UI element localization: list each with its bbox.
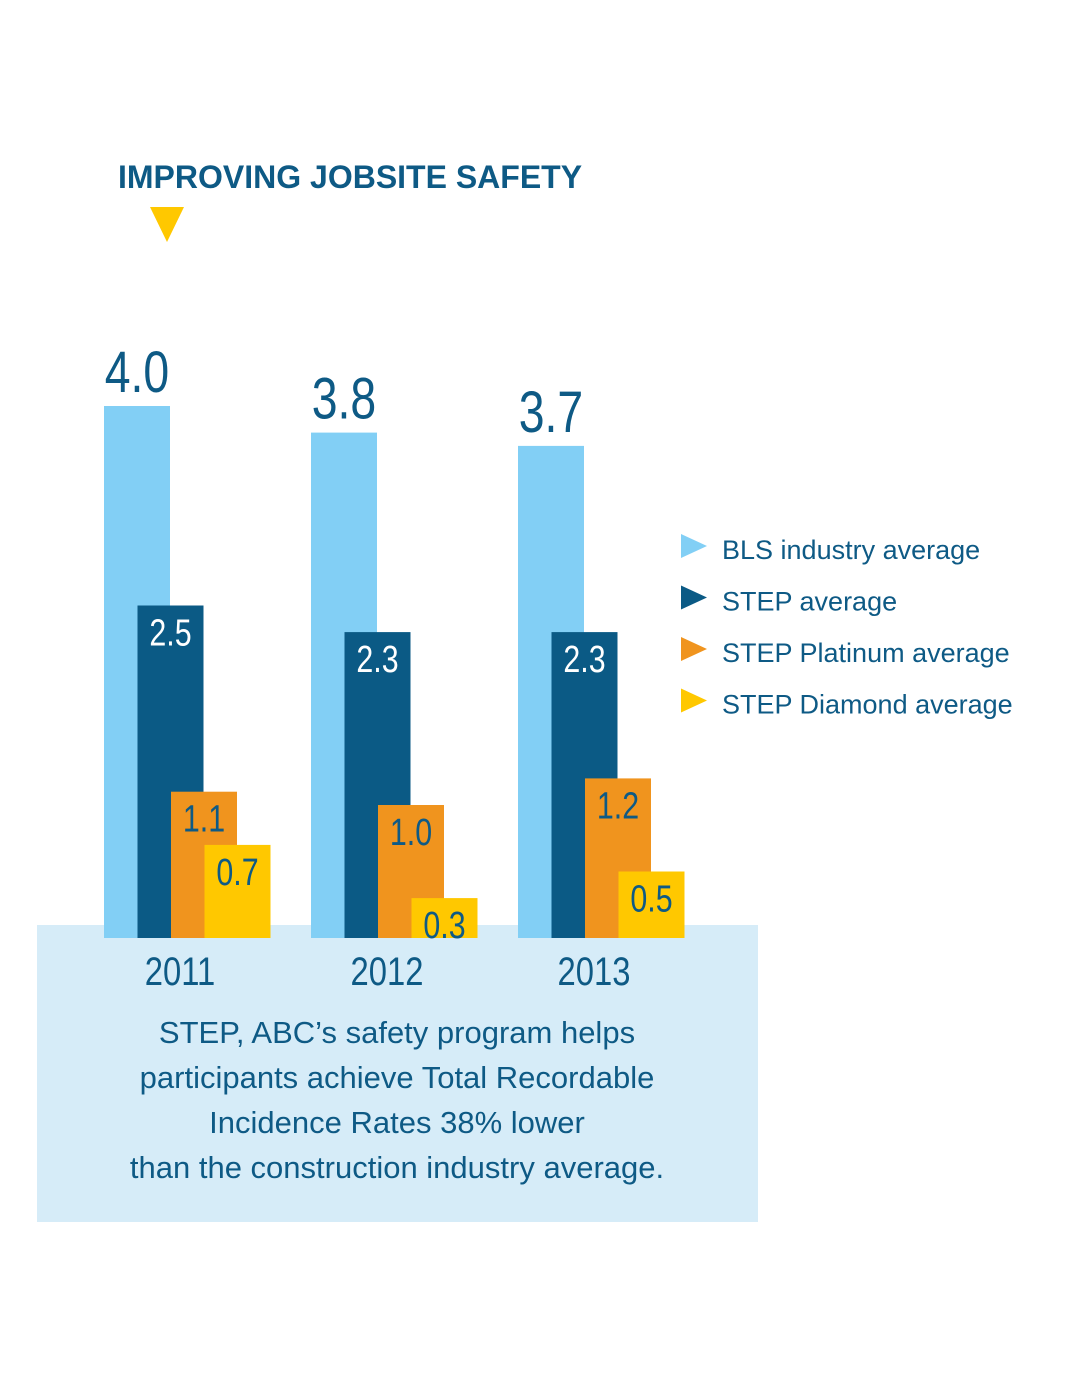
value-label: 0.5 bbox=[630, 878, 672, 920]
annotation: than the construction industry average. bbox=[130, 1150, 664, 1185]
annotation: Incidence Rates 38% lower bbox=[209, 1105, 585, 1140]
annotation: STEP, ABC’s safety program helps bbox=[159, 1015, 635, 1050]
annotation: participants achieve Total Recordable bbox=[140, 1060, 655, 1095]
value-label: 0.7 bbox=[216, 852, 258, 894]
caption-panel bbox=[37, 925, 758, 1222]
value-label: 2.5 bbox=[149, 612, 191, 654]
legend-marker bbox=[681, 637, 707, 661]
legend-label: BLS industry average bbox=[722, 535, 980, 565]
legend-label: STEP average bbox=[722, 587, 897, 617]
legend-label: STEP Diamond average bbox=[722, 690, 1013, 720]
value-label: 2.3 bbox=[356, 639, 398, 681]
value-label: 1.0 bbox=[390, 812, 432, 854]
value-label: 4.0 bbox=[105, 340, 170, 405]
legend-label: STEP Platinum average bbox=[722, 638, 1010, 668]
bar bbox=[618, 871, 685, 938]
value-label: 3.8 bbox=[312, 367, 377, 432]
title-marker bbox=[150, 207, 184, 242]
value-label: 0.3 bbox=[423, 905, 465, 947]
x-tick-label: 2012 bbox=[351, 949, 424, 994]
bar bbox=[204, 844, 271, 938]
value-label: 1.2 bbox=[597, 785, 639, 827]
x-tick-label: 2013 bbox=[558, 949, 631, 994]
value-label: 3.7 bbox=[519, 380, 584, 445]
value-label: 2.3 bbox=[563, 639, 605, 681]
x-tick-label: 2011 bbox=[145, 949, 216, 994]
legend-marker bbox=[681, 534, 707, 558]
chart-title: IMPROVING JOBSITE SAFETY bbox=[118, 159, 582, 195]
value-label: 1.1 bbox=[183, 799, 225, 841]
legend-marker bbox=[681, 688, 707, 713]
legend-marker bbox=[681, 585, 707, 610]
bar bbox=[411, 898, 478, 938]
